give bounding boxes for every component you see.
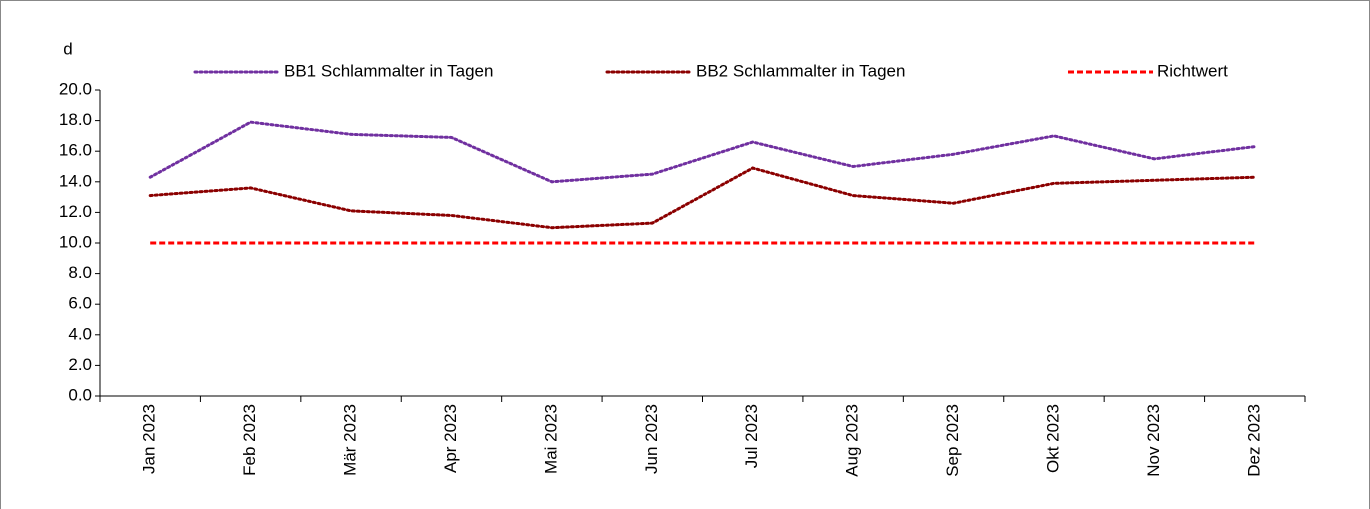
series-line (148, 120, 1257, 184)
x-tick-label: Mär 2023 (341, 404, 360, 476)
series-line (148, 166, 1257, 230)
y-tick-label: 4.0 (68, 324, 92, 343)
y-tick-label: 10.0 (59, 232, 92, 251)
y-tick-label: 20.0 (59, 79, 92, 98)
legend-label: BB2 Schlammalter in Tagen (696, 61, 905, 80)
x-tick-label: Jul 2023 (742, 404, 761, 468)
x-tick-label: Aug 2023 (843, 404, 862, 477)
x-tick-label: Jun 2023 (642, 404, 661, 474)
y-tick-label: 12.0 (59, 202, 92, 221)
x-tick-label: Mai 2023 (541, 404, 560, 474)
y-tick-label: 6.0 (68, 294, 92, 313)
y-tick-label: 2.0 (68, 355, 92, 374)
x-tick-label: Apr 2023 (441, 404, 460, 473)
y-tick-label: 14.0 (59, 171, 92, 190)
x-tick-label: Okt 2023 (1043, 404, 1062, 473)
x-tick-label: Sep 2023 (943, 404, 962, 477)
legend-label: Richtwert (1157, 61, 1228, 80)
legend-label: BB1 Schlammalter in Tagen (284, 61, 493, 80)
x-tick-label: Jan 2023 (140, 404, 159, 474)
y-tick-label: 0.0 (68, 385, 92, 404)
y-tick-label: 16.0 (59, 141, 92, 160)
y-tick-label: 18.0 (59, 110, 92, 129)
x-tick-label: Feb 2023 (240, 404, 259, 476)
x-tick-label: Nov 2023 (1144, 404, 1163, 477)
x-tick-label: Dez 2023 (1244, 404, 1263, 477)
y-tick-label: 8.0 (68, 263, 92, 282)
y-axis-label: d (63, 39, 72, 58)
